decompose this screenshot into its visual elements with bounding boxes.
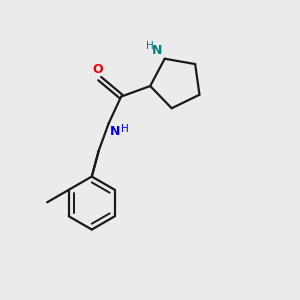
Text: H: H: [121, 124, 129, 134]
Text: O: O: [92, 63, 103, 76]
Text: N: N: [110, 125, 121, 138]
Text: H: H: [146, 41, 153, 51]
Text: N: N: [152, 44, 162, 57]
